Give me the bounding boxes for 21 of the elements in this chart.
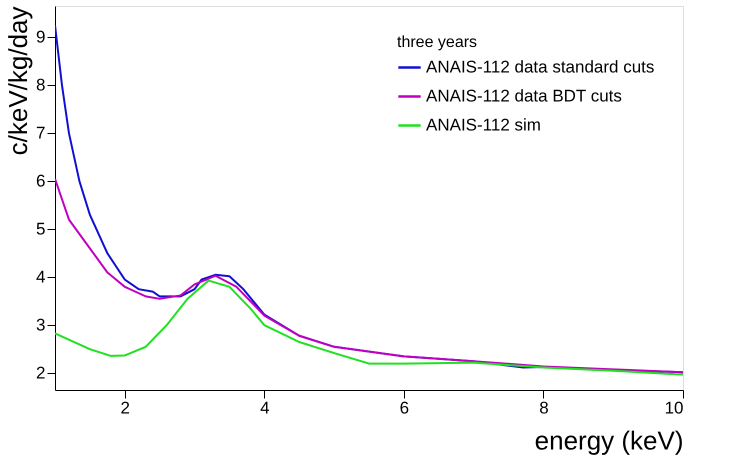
y-tick-label: 3 — [36, 316, 46, 335]
x-tick-label: 8 — [539, 398, 549, 418]
legend-label: ANAIS-112 data BDT cuts — [426, 86, 622, 106]
y-tick-label: 9 — [36, 28, 46, 47]
y-tick-label: 6 — [36, 172, 46, 191]
x-tick-label: 10 — [664, 398, 684, 418]
x-tick-label: 2 — [120, 398, 130, 418]
y-tick-label: 5 — [36, 220, 46, 239]
legend-title: three years — [397, 34, 478, 51]
y-tick-label: 8 — [36, 76, 46, 95]
legend-label: ANAIS-112 sim — [426, 116, 541, 134]
y-tick-label: 4 — [36, 268, 46, 287]
line-series — [55, 178, 683, 374]
y-tick-label: 2 — [36, 364, 46, 383]
y-tick-label: 7 — [36, 124, 46, 143]
y-axis-title: c/keV/kg/day — [3, 6, 34, 156]
x-tick-label: 6 — [400, 398, 410, 418]
legend-label: ANAIS-112 data standard cuts — [426, 58, 654, 76]
x-axis-title: energy (keV) — [534, 426, 684, 456]
x-tick-label: 4 — [260, 398, 270, 418]
line-series — [55, 280, 683, 376]
